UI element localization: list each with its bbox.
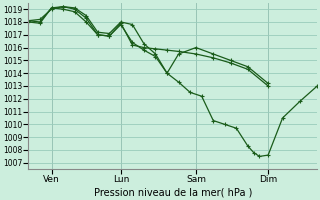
X-axis label: Pression niveau de la mer( hPa ): Pression niveau de la mer( hPa ) <box>94 187 252 197</box>
